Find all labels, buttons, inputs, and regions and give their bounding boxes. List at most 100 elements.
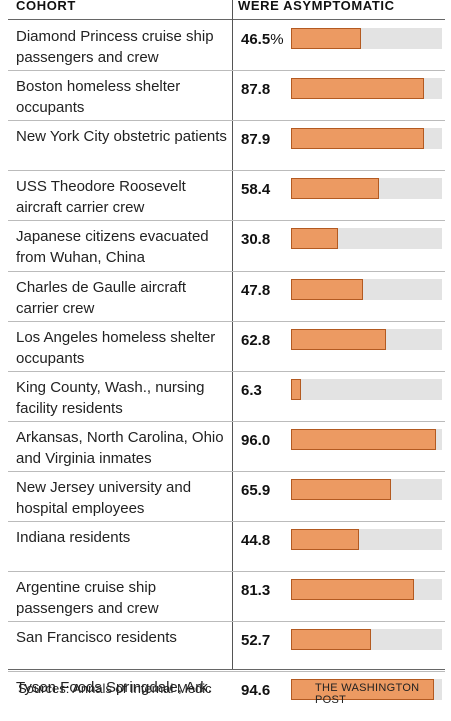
- value-label: 30.8: [241, 231, 270, 248]
- row-separator: [8, 70, 445, 72]
- bar-track: [291, 178, 442, 200]
- bar: [291, 28, 362, 49]
- table-row: King County, Wash., nursing facility res…: [0, 371, 451, 421]
- bar-track: [291, 428, 442, 450]
- value-number: 87.8: [241, 81, 271, 99]
- table-row: Boston homeless shelter occupants 87.8: [0, 70, 451, 120]
- value-label: 96.0: [241, 432, 270, 449]
- bar: [291, 178, 380, 200]
- value-label: 44.8: [241, 532, 270, 549]
- value-number: 62.8: [241, 331, 271, 349]
- source-note: Sources: Annals of Internal Medic: [18, 681, 212, 696]
- bar-track: [291, 679, 442, 701]
- value-label: 58.4: [241, 181, 270, 198]
- bar-track: [291, 28, 442, 49]
- bar-track: [291, 78, 442, 100]
- table-row: Diamond Princess cruise ship passengers …: [0, 20, 451, 70]
- table-row: Charles de Gaulle aircraft carrier crew 4…: [0, 271, 451, 321]
- cohort-label: Indiana residents: [16, 529, 131, 546]
- cohort-label: New Jersey university and hospital emplo…: [16, 478, 192, 517]
- value-number: 6.3: [241, 381, 262, 399]
- value-label: 65.9: [241, 482, 270, 499]
- cohort-label: Arkansas, North Carolina, Ohio and Virgi…: [16, 428, 224, 467]
- cohort-label: Charles de Gaulle aircraft carrier crew: [16, 278, 187, 317]
- bar-track: [291, 278, 442, 300]
- cohort-label: Diamond Princess cruise ship passengers …: [16, 28, 214, 66]
- table-row: Tyson Foods Springdale, Ark. 94.6: [0, 671, 451, 721]
- table-row: San Francisco residents 52.7: [0, 621, 451, 671]
- table-row: Japanese citizens evacuated from Wuhan, …: [0, 220, 451, 270]
- bar-track: [291, 128, 442, 150]
- row-separator: [8, 671, 445, 673]
- value-label: 46.5%: [241, 31, 284, 48]
- bar-track: [291, 529, 442, 550]
- value-label: 81.3: [241, 582, 270, 599]
- value-label: 47.8: [241, 282, 270, 299]
- bar: [291, 228, 338, 250]
- value-number: 81.3: [241, 582, 271, 600]
- table-row: Los Angeles homeless shelter occupants 62…: [0, 321, 451, 371]
- table-row: New York City obstetric patients 87.9: [0, 120, 451, 170]
- row-separator: [8, 170, 445, 172]
- bar-track: [291, 629, 442, 651]
- cohort-label: USS Theodore Roosevelt aircraft carrier …: [16, 178, 186, 217]
- value-label: 6.3: [241, 382, 262, 399]
- table-row: Argentine cruise ship passengers and cre…: [0, 571, 451, 621]
- value-number: 58.4: [241, 181, 271, 199]
- cohort-label: King County, Wash., nursing facility res…: [16, 378, 205, 417]
- bar: [291, 378, 301, 400]
- value-number: 52.7: [241, 632, 271, 650]
- bar: [291, 328, 386, 350]
- row-separator: [8, 571, 445, 573]
- bar: [291, 579, 414, 601]
- bar: [291, 529, 359, 550]
- value-label: 52.7: [241, 632, 270, 649]
- row-separator: [8, 320, 445, 322]
- cohort-label: Japanese citizens evacuated from Wuhan, …: [16, 228, 209, 267]
- bar: [291, 629, 371, 651]
- cohort-label: Los Angeles homeless shelter occupants: [16, 328, 216, 367]
- value-number: 94.6: [241, 682, 271, 700]
- cohort-label: Tyson Foods Springdale, Ark.: [16, 679, 212, 697]
- table-row: Arkansas, North Carolina, Ohio and Virgi…: [0, 421, 451, 471]
- table-row: USS Theodore Roosevelt aircraft carrier …: [0, 170, 451, 220]
- value-number: 87.9: [241, 131, 271, 149]
- table-header: COHORT WERE ASYMPTOMATIC: [0, 0, 451, 20]
- cohort-column-header: COHORT: [16, 0, 76, 13]
- value-number: 46.5: [241, 31, 271, 48]
- value-label: 62.8: [241, 332, 270, 349]
- value-number: 47.8: [241, 281, 271, 299]
- asymptomatic-column-header: WERE ASYMPTOMATIC: [238, 0, 395, 13]
- row-separator: [8, 270, 445, 272]
- row-separator: [8, 220, 445, 222]
- bar: [291, 128, 424, 150]
- credit-line: THE WASHINGTON POST: [315, 682, 420, 706]
- cohort-label: San Francisco residents: [16, 629, 177, 647]
- row-separator: [8, 621, 445, 623]
- cohort-label: Boston homeless shelter occupants: [16, 78, 181, 117]
- row-separator: [8, 521, 445, 522]
- column-divider: [232, 0, 233, 670]
- table-row: Indiana residents 44.8: [0, 521, 451, 571]
- footer-rule: [8, 669, 445, 670]
- bar: [291, 278, 364, 300]
- header-rule: [8, 19, 445, 20]
- bar: [291, 428, 436, 450]
- value-number: 96.0: [241, 431, 271, 449]
- row-separator: [8, 470, 445, 472]
- value-label: 94.6: [241, 682, 270, 699]
- value-label: 87.9: [241, 131, 270, 148]
- value-number: 44.8: [241, 532, 271, 549]
- table-row: New Jersey university and hospital emplo…: [0, 471, 451, 521]
- bar-track: [291, 579, 442, 601]
- bar-track: [291, 378, 442, 400]
- value-label: 87.8: [241, 81, 270, 98]
- bar-track: [291, 478, 442, 500]
- value-number: 30.8: [241, 231, 271, 249]
- cohort-label: New York City obstetric patients: [16, 128, 227, 146]
- row-separator: [8, 370, 445, 372]
- bar-track: [291, 228, 442, 250]
- cohort-label: Argentine cruise ship passengers and cre…: [16, 579, 159, 618]
- value-number: 65.9: [241, 481, 271, 499]
- row-separator: [8, 420, 445, 422]
